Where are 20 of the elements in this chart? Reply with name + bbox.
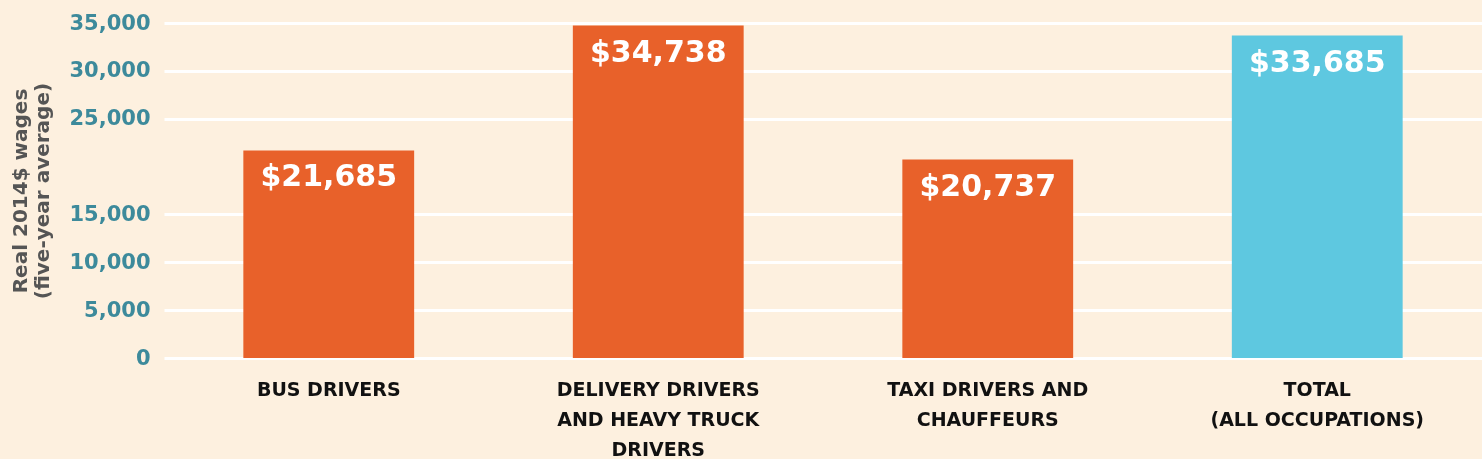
data-label: $21,685 xyxy=(260,158,398,194)
data-label: $34,738 xyxy=(589,33,727,69)
bar xyxy=(572,25,744,358)
y-tick-label: 0 xyxy=(135,345,151,370)
x-tick-label: DELIVERY DRIVERS AND HEAVY TRUCK DRIVERS xyxy=(556,377,761,459)
y-tick-label: 25,000 xyxy=(69,106,151,131)
y-tick-label: 10,000 xyxy=(69,249,151,274)
bar xyxy=(902,159,1074,358)
y-tick-label: 5,000 xyxy=(84,297,151,322)
data-label: $33,685 xyxy=(1248,43,1386,79)
data-label: $20,737 xyxy=(919,167,1057,203)
y-axis-title: Real 2014$ wages (five-year average) xyxy=(8,82,55,300)
y-tick-label: 35,000 xyxy=(69,10,151,35)
bar xyxy=(243,150,415,358)
x-tick-label: BUS DRIVERS xyxy=(256,377,401,400)
x-tick-label: TOTAL (ALL OCCUPATIONS) xyxy=(1210,377,1425,430)
x-tick-label: TAXI DRIVERS AND CHAUFFEURS xyxy=(887,377,1089,430)
y-tick-label: 30,000 xyxy=(69,58,151,83)
bar xyxy=(1231,35,1403,358)
y-tick-label: 15,000 xyxy=(69,201,151,226)
